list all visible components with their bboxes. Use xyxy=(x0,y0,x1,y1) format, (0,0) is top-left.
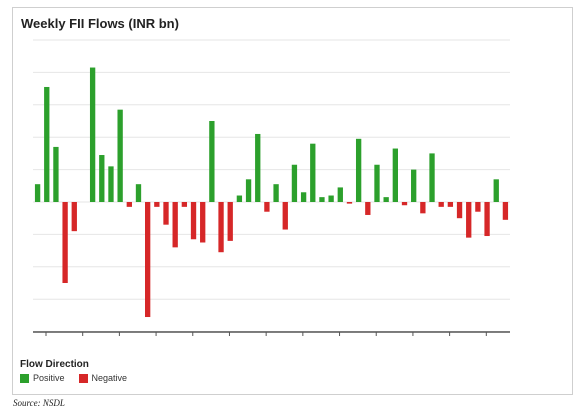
bar-positive xyxy=(89,67,96,202)
bar-negative xyxy=(420,202,426,214)
bar-negative xyxy=(172,202,178,248)
bar-positive xyxy=(383,197,389,202)
bar-positive xyxy=(291,164,298,202)
bar-negative xyxy=(62,202,68,283)
legend-swatch-positive xyxy=(20,373,29,383)
bar-positive xyxy=(392,148,398,202)
bar-negative xyxy=(200,202,206,243)
bar-positive xyxy=(99,155,105,202)
bar-negative xyxy=(190,202,197,240)
bar-negative xyxy=(154,202,160,207)
bar-positive xyxy=(135,184,142,202)
legend-title: Flow Direction xyxy=(20,359,89,370)
bar-positive xyxy=(34,184,41,202)
bar-positive xyxy=(245,179,252,202)
bar-positive xyxy=(236,195,243,202)
bar-negative xyxy=(181,202,188,207)
bar-positive xyxy=(355,138,362,202)
bar-positive xyxy=(108,166,114,202)
source-note: Source: NSDL xyxy=(13,398,65,408)
bar-positive xyxy=(53,146,59,202)
bar-negative xyxy=(438,202,444,207)
legend-item-negative: Negative xyxy=(78,373,128,383)
bar-negative xyxy=(227,202,233,241)
bar-positive xyxy=(273,184,279,202)
bar-negative xyxy=(264,202,270,212)
bar-positive xyxy=(328,195,334,202)
bar-positive xyxy=(319,197,325,202)
bar-negative xyxy=(466,202,472,238)
bar-negative xyxy=(163,202,169,225)
bar-negative xyxy=(71,202,77,232)
bar-positive xyxy=(255,133,261,202)
bar-negative xyxy=(456,202,463,219)
legend-label-negative: Negative xyxy=(91,373,128,383)
bar-positive xyxy=(411,169,417,202)
bar-negative xyxy=(365,202,371,215)
bar-negative xyxy=(218,202,224,253)
bar-negative xyxy=(484,202,490,237)
bar-negative xyxy=(401,202,408,206)
bar-positive xyxy=(117,109,123,202)
legend-label-positive: Positive xyxy=(33,373,65,383)
bar-positive xyxy=(209,121,215,202)
bar-positive xyxy=(429,153,435,202)
bar-negative xyxy=(126,202,132,207)
bar-negative xyxy=(502,202,509,220)
bar-negative xyxy=(475,202,481,212)
legend: Positive Negative xyxy=(20,373,135,383)
bar-positive xyxy=(337,187,343,202)
legend-swatch-negative xyxy=(78,373,88,383)
bar-negative xyxy=(145,202,151,318)
chart-title: Weekly FII Flows (INR bn) xyxy=(21,16,179,31)
bar-positive xyxy=(300,192,307,202)
bar-positive xyxy=(374,164,380,202)
bar-negative xyxy=(282,202,288,230)
bar-negative xyxy=(346,202,353,204)
bar-positive xyxy=(310,143,316,202)
bar-negative xyxy=(447,202,454,207)
legend-item-positive: Positive xyxy=(20,373,65,383)
bar-positive xyxy=(44,86,50,202)
bar-positive xyxy=(493,179,499,202)
